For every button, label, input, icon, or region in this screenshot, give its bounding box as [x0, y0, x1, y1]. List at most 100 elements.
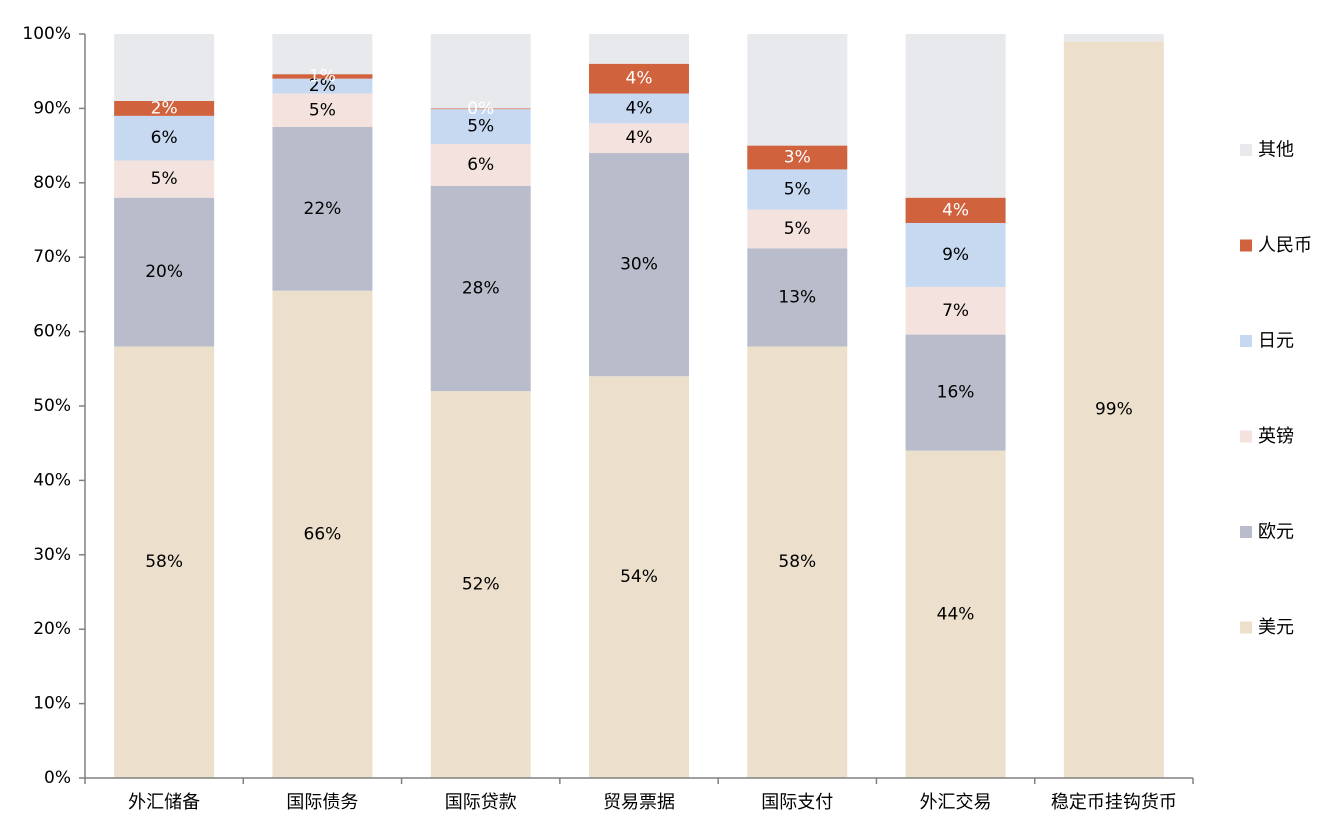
y-tick-label-6: 60%: [33, 322, 71, 342]
data-label-4-1: 13%: [778, 287, 816, 307]
legend-swatch-4: [1240, 239, 1252, 252]
bar-segment-0-5: [114, 34, 215, 101]
bar-segment-5-5: [905, 34, 1006, 198]
bar-segment-0-0: [114, 346, 215, 778]
x-tick-label-1: 国际债务: [286, 792, 358, 813]
data-label-4-2: 5%: [784, 219, 811, 239]
bar-segment-1-0: [272, 290, 373, 778]
bar-segment-0-3: [114, 115, 215, 161]
bar-segment-3-4: [589, 63, 689, 94]
y-tick-label-8: 80%: [33, 173, 71, 193]
data-label-0-4: 2%: [151, 98, 178, 118]
y-tick-label-7: 70%: [33, 247, 71, 267]
legend-swatch-2: [1240, 430, 1252, 443]
data-label-5-4: 4%: [942, 200, 969, 220]
legend-label-0: 美元: [1258, 617, 1294, 638]
legend-label-2: 英镑: [1258, 426, 1294, 447]
data-label-4-3: 5%: [784, 179, 811, 199]
data-label-2-2: 6%: [467, 155, 494, 175]
data-label-5-1: 16%: [937, 383, 975, 403]
bar-segment-0-2: [114, 160, 215, 198]
bar-segment-1-5: [272, 34, 373, 75]
bar-segment-5-2: [905, 286, 1006, 335]
bar-segment-2-5: [430, 34, 531, 109]
y-tick-label-9: 90%: [33, 98, 71, 118]
bar-segment-1-4: [272, 74, 373, 79]
bar-segment-4-0: [747, 346, 848, 778]
bar-segment-3-5: [589, 34, 689, 64]
x-tick-label-3: 贸易票据: [603, 792, 675, 813]
data-label-3-4: 4%: [626, 69, 653, 89]
legend-label-4: 人民币: [1258, 235, 1312, 256]
bar-segment-3-1: [589, 153, 689, 377]
bar-segment-5-1: [905, 334, 1006, 451]
y-tick-label-0: 0%: [44, 768, 71, 788]
data-label-3-0: 54%: [620, 567, 658, 587]
data-label-0-1: 20%: [145, 262, 183, 282]
data-label-2-3: 5%: [467, 117, 494, 137]
data-label-0-0: 58%: [145, 552, 183, 572]
bar-segment-3-0: [589, 376, 689, 778]
bar-segment-1-2: [272, 93, 373, 127]
bar-segment-4-4: [747, 145, 848, 170]
y-tick-label-5: 50%: [33, 396, 71, 416]
bar-segment-5-0: [905, 450, 1006, 778]
data-label-2-0: 52%: [462, 575, 500, 595]
bar-segment-6-0: [1063, 41, 1164, 778]
bar-segment-2-0: [430, 391, 531, 778]
data-label-0-3: 6%: [151, 128, 178, 148]
data-label-1-2: 5%: [309, 100, 336, 120]
y-tick-label-1: 10%: [33, 694, 71, 714]
legend-swatch-0: [1240, 621, 1252, 634]
bar-segment-2-4: [430, 108, 531, 110]
bar-segment-4-2: [747, 209, 848, 249]
bar-segment-5-3: [905, 222, 1006, 287]
data-label-3-3: 4%: [626, 98, 653, 118]
data-label-2-4: 0%: [467, 99, 494, 119]
x-tick-label-5: 外汇交易: [920, 792, 992, 813]
x-tick-label-0: 外汇储备: [128, 792, 200, 813]
data-label-1-1: 22%: [304, 199, 342, 219]
bar-segment-4-5: [747, 34, 848, 146]
data-label-2-1: 28%: [462, 278, 500, 298]
bar-segment-3-3: [589, 93, 689, 124]
y-tick-label-2: 20%: [33, 619, 71, 639]
legend-swatch-5: [1240, 144, 1252, 156]
data-label-4-4: 3%: [784, 148, 811, 168]
bar-segment-6-5: [1063, 34, 1164, 42]
bar-segment-2-2: [430, 144, 531, 186]
bar-segment-2-3: [430, 109, 531, 145]
data-label-5-0: 44%: [937, 604, 975, 624]
legend-swatch-1: [1240, 526, 1252, 538]
x-tick-label-6: 稳定币挂钩货币: [1051, 792, 1177, 813]
data-label-5-3: 9%: [942, 245, 969, 265]
data-label-5-2: 7%: [942, 301, 969, 321]
bar-segment-4-3: [747, 169, 848, 210]
data-label-0-2: 5%: [151, 169, 178, 189]
legend-label-5: 其他: [1258, 140, 1294, 161]
x-tick-label-2: 国际贷款: [445, 792, 517, 813]
bar-segment-5-4: [905, 197, 1006, 223]
bar-segment-1-3: [272, 78, 373, 94]
data-label-6-0: 99%: [1095, 400, 1133, 420]
bar-segment-1-1: [272, 127, 373, 291]
data-label-3-2: 4%: [626, 128, 653, 148]
y-tick-label-3: 30%: [33, 545, 71, 565]
bar-segment-4-1: [747, 248, 848, 347]
x-tick-label-4: 国际支付: [761, 792, 833, 813]
legend-swatch-3: [1240, 335, 1252, 347]
y-tick-label-10: 100%: [22, 24, 71, 44]
bar-segment-0-1: [114, 197, 215, 347]
data-label-1-4: 1%: [309, 66, 336, 86]
bar-segment-0-4: [114, 100, 215, 116]
data-label-1-0: 66%: [304, 524, 342, 544]
bar-segment-3-2: [589, 123, 689, 154]
data-label-1-3: 2%: [309, 76, 336, 96]
data-label-3-1: 30%: [620, 255, 658, 275]
legend-label-3: 日元: [1258, 331, 1294, 352]
legend-label-1: 欧元: [1258, 522, 1294, 543]
y-tick-label-4: 40%: [33, 470, 71, 490]
data-label-4-0: 58%: [778, 552, 816, 572]
